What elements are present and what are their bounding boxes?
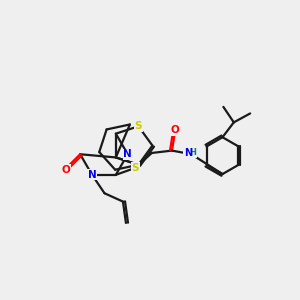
Text: S: S <box>135 121 142 131</box>
Text: H: H <box>189 148 196 157</box>
Text: N: N <box>88 170 96 180</box>
Text: O: O <box>61 165 70 175</box>
Text: N: N <box>184 148 192 158</box>
Text: S: S <box>132 163 139 173</box>
Text: O: O <box>171 125 179 135</box>
Text: N: N <box>123 149 132 159</box>
